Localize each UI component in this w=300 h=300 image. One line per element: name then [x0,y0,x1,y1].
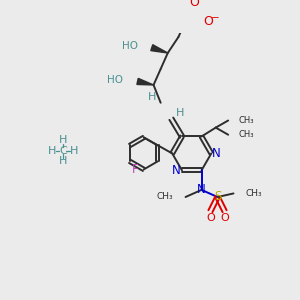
Text: O: O [220,213,229,223]
Text: H: H [59,156,67,167]
Text: H: H [176,108,184,118]
Text: N: N [197,183,206,196]
Text: C: C [59,146,67,156]
Text: H: H [148,92,156,102]
Text: H: H [69,146,78,156]
Text: O: O [190,0,200,9]
Text: HO: HO [107,75,123,85]
Text: N: N [212,147,221,160]
Text: CH₃: CH₃ [239,116,254,125]
Text: HO: HO [122,41,138,51]
Text: H: H [48,146,56,156]
Text: O: O [206,213,215,223]
Text: CH₃: CH₃ [246,189,262,198]
Text: F: F [132,163,138,176]
Text: N: N [172,164,181,177]
Text: −: − [212,13,220,23]
Text: S: S [214,190,221,203]
Polygon shape [137,78,154,85]
Text: O: O [203,14,213,28]
Text: H: H [59,135,67,145]
Text: CH₃: CH₃ [239,130,254,139]
Text: CH₃: CH₃ [157,193,173,202]
Polygon shape [151,45,168,53]
